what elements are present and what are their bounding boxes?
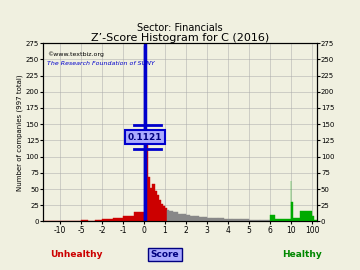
Bar (113, 218, 123, 221)
Bar (186, 215, 190, 221)
Bar (159, 200, 161, 221)
Bar (152, 184, 154, 221)
Bar (81, 220, 88, 221)
Bar (224, 219, 232, 221)
Bar (270, 215, 275, 221)
Text: ©www.textbiz.org: ©www.textbiz.org (48, 52, 104, 57)
Bar (102, 220, 113, 221)
Text: Sector: Financials: Sector: Financials (137, 23, 223, 33)
Bar (211, 218, 217, 221)
Text: Healthy: Healthy (282, 250, 321, 259)
Bar (165, 208, 167, 221)
Bar (293, 218, 301, 221)
Bar (167, 210, 169, 221)
Bar (174, 212, 178, 221)
Bar (291, 202, 293, 221)
Bar (190, 215, 194, 221)
Bar (207, 218, 211, 221)
Bar (157, 195, 159, 221)
Bar (99, 220, 102, 221)
Bar (315, 220, 317, 221)
Y-axis label: Number of companies (997 total): Number of companies (997 total) (16, 74, 23, 191)
Bar (249, 220, 260, 221)
Bar (232, 220, 241, 221)
Bar (169, 211, 174, 221)
Bar (144, 46, 146, 221)
Text: 0.1121: 0.1121 (128, 133, 162, 142)
Bar (203, 217, 207, 221)
Bar (148, 177, 150, 221)
Bar (178, 214, 182, 221)
Bar (146, 144, 148, 221)
Title: Z’-Score Histogram for C (2016): Z’-Score Histogram for C (2016) (91, 33, 269, 43)
Bar (217, 218, 224, 221)
Text: Score: Score (151, 250, 179, 259)
Bar (241, 220, 249, 221)
Bar (134, 212, 144, 221)
Bar (199, 217, 203, 221)
Bar (275, 219, 291, 221)
Bar (194, 216, 199, 221)
Bar (182, 214, 186, 221)
Bar (260, 220, 270, 221)
Bar (161, 204, 163, 221)
Bar (95, 220, 99, 221)
Text: Unhealthy: Unhealthy (50, 250, 103, 259)
Bar (150, 188, 152, 221)
Bar (163, 207, 165, 221)
Bar (301, 211, 312, 221)
Text: The Research Foundation of SUNY: The Research Foundation of SUNY (48, 61, 155, 66)
Bar (123, 216, 134, 221)
Bar (312, 216, 315, 221)
Bar (154, 191, 157, 221)
